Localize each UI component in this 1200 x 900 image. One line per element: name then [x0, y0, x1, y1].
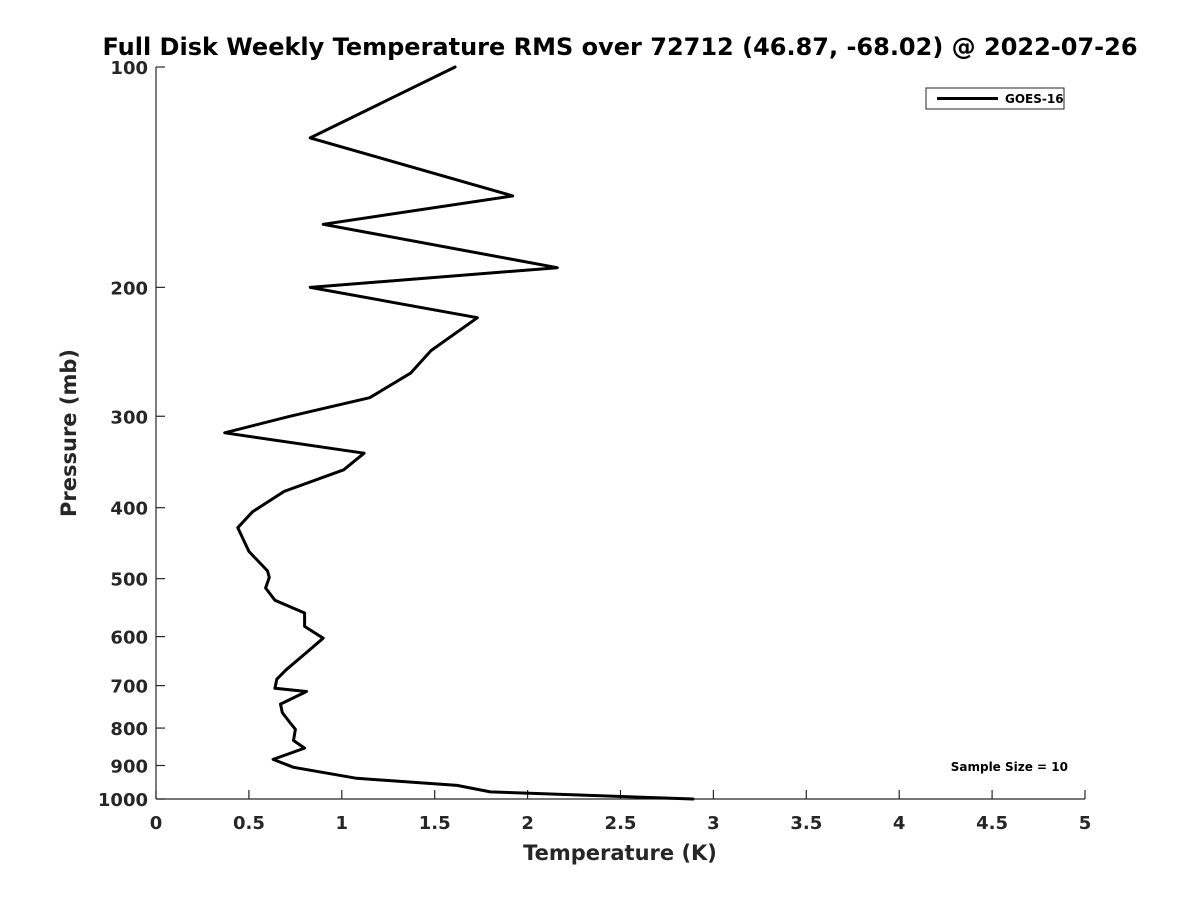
sample-size-annotation: Sample Size = 10: [951, 760, 1068, 774]
legend: GOES-16: [925, 87, 1065, 110]
y-axis-label: Pressure (mb): [57, 349, 81, 517]
x-tick-label: 4: [893, 813, 906, 834]
x-tick-label: 0: [150, 813, 163, 834]
y-tick-label: 400: [110, 499, 148, 520]
y-tick-label: 900: [110, 757, 148, 778]
plot-area: 0 0.5 1 1.5 2 2.5 3 3.5 4 4.5 5 100 200 300 400 500 600…: [98, 58, 1091, 834]
x-tick-label: 3.5: [790, 813, 822, 834]
y-tick-label: 100: [110, 58, 148, 79]
x-tick-label: 3: [707, 813, 720, 834]
y-axis-ticks: 100 200 300 400 500 600 700 800 900 1000: [98, 58, 165, 811]
series-line-goes-16: [223, 65, 695, 801]
x-tick-label: 1: [336, 813, 349, 834]
series-layer: [223, 65, 695, 801]
y-tick-label: 800: [110, 719, 148, 740]
x-tick-label: 1.5: [419, 813, 451, 834]
x-tick-label: 0.5: [233, 813, 265, 834]
x-tick-label: 2.5: [605, 813, 637, 834]
legend-label-goes-16: GOES-16: [1005, 92, 1064, 106]
y-tick-label: 700: [110, 677, 148, 698]
y-tick-label: 600: [110, 628, 148, 649]
y-tick-label: 300: [110, 407, 148, 428]
chart-title: Full Disk Weekly Temperature RMS over 72…: [102, 33, 1137, 61]
x-tick-label: 2: [521, 813, 534, 834]
x-axis-label: Temperature (K): [523, 841, 717, 865]
y-tick-label: 200: [110, 278, 148, 299]
x-axis-ticks: 0 0.5 1 1.5 2 2.5 3 3.5 4 4.5 5: [150, 790, 1092, 834]
y-tick-label: 500: [110, 570, 148, 591]
x-tick-label: 5: [1079, 813, 1092, 834]
y-tick-label: 1000: [98, 790, 148, 811]
x-tick-label: 4.5: [976, 813, 1008, 834]
